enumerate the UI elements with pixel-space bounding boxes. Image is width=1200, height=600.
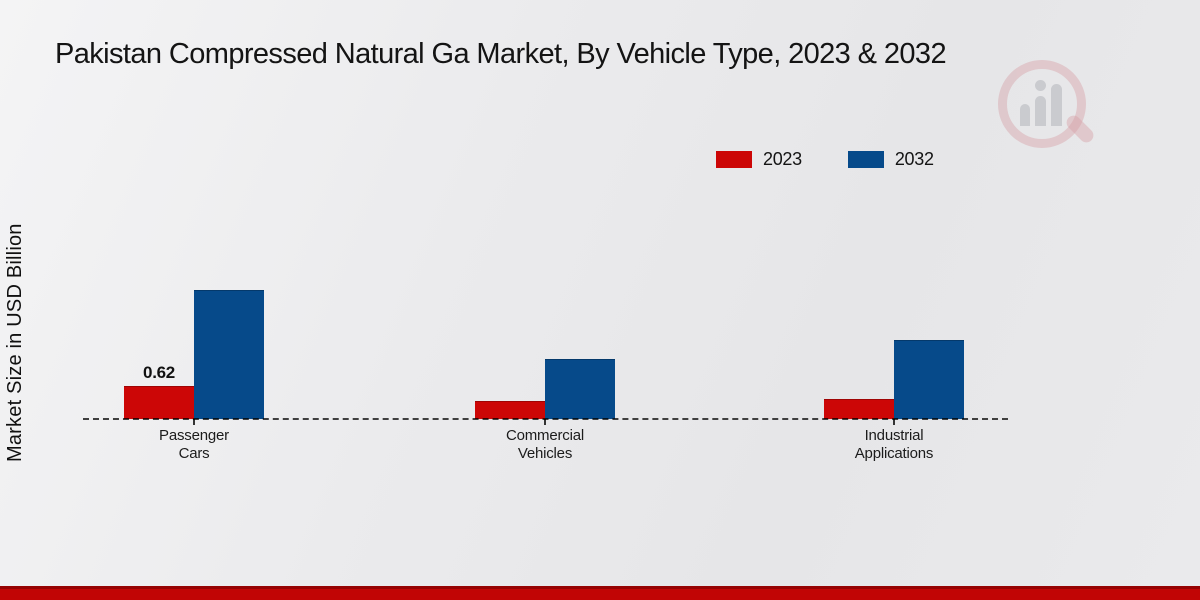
bar-2032-1 (194, 290, 264, 419)
watermark-logo (998, 56, 1098, 156)
bar-group (475, 359, 615, 419)
plot-area: 0.62 Passenger Cars Commercial Vehicles Ind… (83, 179, 1008, 462)
bar-2023-3 (824, 399, 894, 419)
legend-item-2032: 2032 (847, 149, 934, 170)
y-axis-label: Market Size in USD Billion (4, 223, 26, 463)
category-label: Passenger Cars (159, 427, 229, 462)
legend: 2023 2032 (716, 149, 934, 170)
x-axis-tick (193, 419, 195, 425)
category-label: Commercial Vehicles (505, 427, 584, 462)
legend-label-2023: 2023 (763, 149, 802, 169)
bar-2023-1: 0.62 (124, 363, 194, 419)
bar-2032-3 (894, 340, 964, 419)
category-label: Industrial Applications (854, 427, 934, 462)
legend-label-2032: 2032 (894, 149, 934, 169)
x-axis-baseline (83, 418, 1008, 420)
bottom-accent-band (0, 586, 1200, 600)
legend-swatch-2023 (716, 151, 752, 168)
bar-group: 0.62 (124, 290, 264, 419)
legend-swatch-2032 (847, 151, 884, 168)
bar-group (824, 340, 964, 419)
x-axis-tick (544, 419, 546, 425)
bar-value-label: 0.62 (143, 363, 175, 382)
magnifier-ring-icon (998, 60, 1086, 148)
chart-title: Pakistan Compressed Natural Ga Market, B… (55, 38, 947, 70)
x-axis-tick (893, 419, 895, 425)
legend-item-2023: 2023 (716, 149, 802, 170)
bar-2023-2 (475, 401, 545, 419)
bar-2032-2 (545, 359, 615, 419)
